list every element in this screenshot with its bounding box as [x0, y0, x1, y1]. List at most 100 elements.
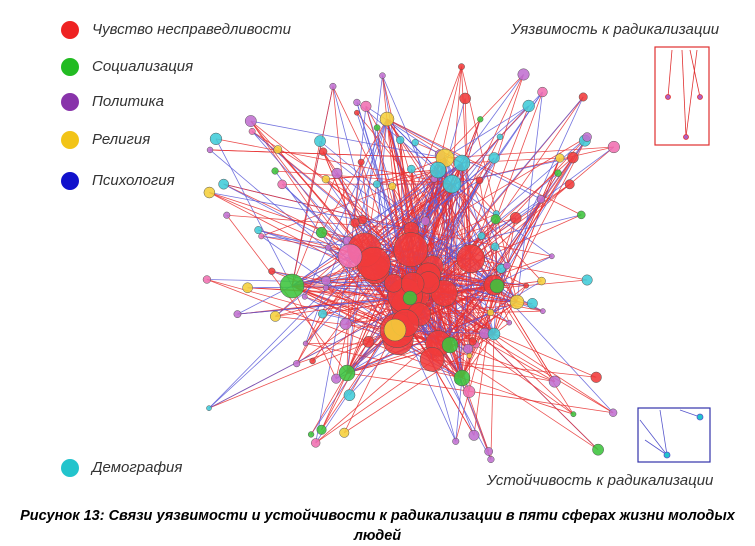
node — [314, 135, 326, 147]
edge — [411, 229, 552, 257]
node — [302, 340, 309, 347]
edge — [291, 173, 338, 287]
edge — [376, 127, 406, 296]
node — [388, 182, 397, 191]
node — [570, 411, 577, 418]
edge — [210, 149, 446, 159]
node — [329, 82, 337, 90]
node — [475, 176, 484, 185]
node — [244, 115, 257, 127]
node — [463, 343, 474, 354]
node — [462, 385, 476, 398]
edge — [464, 98, 472, 259]
node — [356, 246, 391, 281]
node — [273, 145, 283, 154]
edge — [206, 279, 463, 379]
node — [271, 167, 279, 175]
edge — [461, 157, 560, 164]
node — [477, 116, 484, 123]
legend-label: Политика — [92, 93, 164, 110]
edge — [365, 105, 446, 159]
nodes — [202, 63, 620, 463]
node — [489, 278, 505, 294]
node — [581, 274, 593, 286]
edge — [373, 263, 457, 442]
edge — [376, 169, 439, 185]
node — [453, 369, 471, 387]
node — [567, 151, 579, 164]
edge — [275, 255, 351, 317]
node — [362, 336, 375, 348]
node — [307, 431, 315, 438]
node — [318, 147, 328, 156]
node — [379, 111, 395, 127]
node — [555, 153, 565, 163]
node — [441, 336, 459, 354]
node — [242, 282, 253, 294]
node — [383, 318, 407, 342]
node — [318, 309, 328, 319]
legend-label: Демография — [90, 459, 182, 476]
caption: Рисунок 13: Связи уязвимости и устойчиво… — [20, 508, 735, 544]
node — [496, 133, 504, 141]
legend-label: Чувство несправедливости — [92, 21, 292, 38]
node — [373, 180, 381, 189]
edge — [251, 131, 518, 303]
node — [248, 127, 256, 135]
vulnerability-graph — [665, 49, 703, 140]
resilience-box — [637, 407, 711, 463]
node — [607, 140, 620, 154]
edge — [444, 255, 552, 294]
node — [490, 214, 501, 225]
node — [321, 175, 330, 184]
edge — [444, 146, 614, 159]
node — [487, 455, 495, 463]
edge — [275, 315, 398, 331]
node — [331, 373, 342, 384]
node — [331, 167, 343, 179]
edge — [493, 217, 517, 335]
edge — [275, 170, 453, 185]
edge — [431, 359, 457, 442]
edge — [321, 229, 412, 430]
node — [402, 290, 418, 306]
node — [301, 293, 308, 300]
node — [506, 319, 513, 326]
legend-swatch — [61, 459, 79, 477]
node — [354, 109, 360, 116]
node — [477, 232, 486, 240]
legend-swatch — [61, 172, 79, 190]
edge — [258, 229, 351, 257]
edge — [208, 304, 408, 409]
node — [339, 317, 352, 330]
edge — [490, 333, 495, 460]
node — [420, 216, 431, 226]
node — [468, 429, 480, 441]
node — [206, 405, 212, 411]
node — [522, 99, 535, 113]
edge — [432, 358, 597, 378]
node — [503, 261, 511, 270]
node — [269, 310, 281, 322]
node — [523, 282, 530, 289]
node — [429, 161, 447, 179]
node — [590, 371, 602, 383]
edge — [496, 96, 584, 287]
node — [258, 233, 265, 240]
edge — [457, 258, 472, 382]
edge — [365, 106, 412, 250]
node — [540, 308, 546, 314]
node — [487, 308, 495, 317]
edge — [215, 138, 453, 185]
edge — [250, 120, 446, 159]
node — [360, 100, 372, 112]
node — [209, 132, 223, 145]
node — [357, 215, 368, 225]
edge — [461, 377, 574, 415]
node — [396, 135, 405, 145]
edge — [346, 66, 462, 374]
node — [608, 408, 618, 417]
node — [484, 447, 493, 456]
node — [459, 92, 471, 105]
edge — [321, 118, 388, 233]
